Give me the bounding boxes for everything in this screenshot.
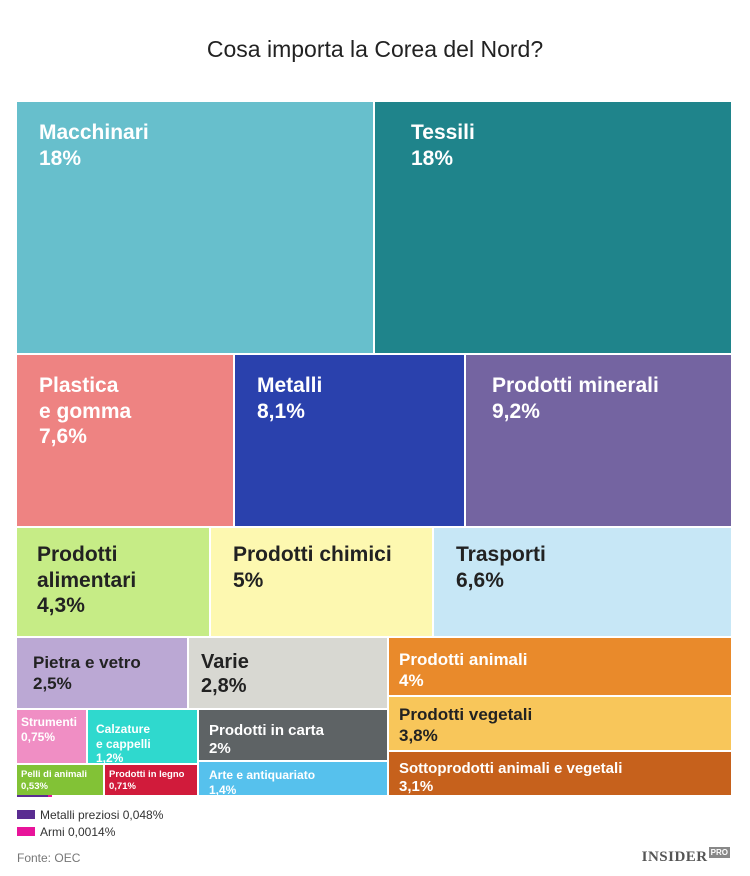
brand-badge: PRO xyxy=(708,847,730,858)
cell-name: Metalli xyxy=(257,374,323,397)
cell-name: Prodotti vegetali xyxy=(399,705,533,724)
cell-value: 8,1% xyxy=(257,399,305,423)
legend: Metalli preziosi 0,048% Armi 0,0014% xyxy=(17,806,163,840)
treemap-cell-metalli-preziosi xyxy=(17,795,48,797)
treemap-cell-calzature-e-cappelli: Calzature e cappelli 1,2% xyxy=(88,710,199,765)
cell-label: Calzature e cappelli 1,2% xyxy=(96,722,151,765)
cell-value: 2% xyxy=(209,740,231,758)
cell-name: Trasporti xyxy=(456,543,546,566)
cell-name: Macchinari xyxy=(39,121,149,144)
treemap-cell-sottoprodotti-animali-e-vegetali: Sottoprodotti animali e vegetali 3,1% xyxy=(389,752,733,797)
cell-label: Varie 2,8% xyxy=(201,650,249,699)
legend-label: Metalli preziosi 0,048% xyxy=(40,807,164,822)
treemap-cell-prodotti-vegetali: Prodotti vegetali 3,8% xyxy=(389,697,733,752)
cell-value: 18% xyxy=(411,146,454,170)
treemap-cell-prodotti-alimentari: Prodotti alimentari 4,3% xyxy=(17,528,211,638)
cell-label: Macchinari 18% xyxy=(39,120,149,171)
treemap-cell-trasporti: Trasporti 6,6% xyxy=(434,528,733,638)
cell-label: Strumenti 0,75% xyxy=(21,715,77,744)
cell-label: Plastica e gomma 7,6% xyxy=(39,373,131,450)
cell-name: Pietra e vetro xyxy=(33,653,141,672)
cell-name: Plastica e gomma xyxy=(39,374,132,423)
treemap-cell-macchinari: Macchinari 18% xyxy=(17,102,375,355)
legend-label: Armi 0,0014% xyxy=(40,824,116,839)
cell-name: Prodotti minerali xyxy=(492,374,659,397)
cell-value: 2,5% xyxy=(33,673,72,693)
treemap-cell-prodotti-minerali: Prodotti minerali 9,2% xyxy=(466,355,733,528)
cell-value: 0,75% xyxy=(21,729,56,744)
cell-label: Pietra e vetro 2,5% xyxy=(33,653,141,694)
treemap-cell-armi xyxy=(48,795,52,797)
cell-label: Prodotti alimentari 4,3% xyxy=(37,542,136,619)
cell-value: 1,2% xyxy=(96,751,124,765)
treemap-cell-arte-e-antiquariato: Arte e antiquariato 1,4% xyxy=(199,762,389,797)
treemap-cell-prodotti-in-carta: Prodotti in carta 2% xyxy=(199,710,389,762)
cell-label: Trasporti 6,6% xyxy=(456,542,546,593)
cell-name: Prodotti in carta xyxy=(209,722,325,739)
legend-swatch xyxy=(17,827,35,836)
treemap-cell-pelli-di-animali: Pelli di animali 0,53% xyxy=(17,765,105,797)
cell-value: 3,1% xyxy=(399,778,434,796)
cell-name: Prodotti alimentari xyxy=(37,543,137,592)
treemap-cell-prodotti-in-legno: Prodotti in legno 0,71% xyxy=(105,765,199,797)
treemap-cell-metalli: Metalli 8,1% xyxy=(235,355,466,528)
cell-value: 1,4% xyxy=(209,782,237,797)
cell-label: Tessili 18% xyxy=(411,120,475,171)
cell-label: Pelli di animali 0,53% xyxy=(21,769,87,792)
treemap-cell-prodotti-animali: Prodotti animali 4% xyxy=(389,638,733,697)
source-note: Fonte: OEC xyxy=(17,851,81,865)
cell-label: Metalli 8,1% xyxy=(257,373,322,424)
brand-logo: INSIDER PRO xyxy=(641,847,730,866)
treemap-cell-prodotti-chimici: Prodotti chimici 5% xyxy=(211,528,434,638)
treemap-cell-strumenti: Strumenti 0,75% xyxy=(17,710,88,765)
cell-value: 7,6% xyxy=(39,425,87,449)
cell-value: 5% xyxy=(233,568,264,592)
cell-label: Prodotti in carta 2% xyxy=(209,722,324,759)
cell-label: Prodotti in legno 0,71% xyxy=(109,769,184,792)
legend-item: Metalli preziosi 0,048% xyxy=(17,806,163,823)
brand-name: INSIDER xyxy=(641,849,708,865)
legend-item: Armi 0,0014% xyxy=(17,823,163,840)
cell-name: Pelli di animali xyxy=(21,769,87,780)
cell-value: 2,8% xyxy=(201,675,247,698)
cell-name: Prodotti in legno xyxy=(109,769,185,780)
cell-value: 0,53% xyxy=(21,780,48,792)
treemap-cell-plastica-e-gomma: Plastica e gomma 7,6% xyxy=(17,355,235,528)
legend-swatch xyxy=(17,810,35,819)
cell-name: Calzature e cappelli xyxy=(96,722,151,751)
treemap-cell-varie: Varie 2,8% xyxy=(189,638,389,710)
cell-name: Tessili xyxy=(411,121,475,144)
chart-title: Cosa importa la Corea del Nord? xyxy=(206,36,544,62)
treemap-cell-tessili: Tessili 18% xyxy=(375,102,733,355)
cell-label: Prodotti vegetali 3,8% xyxy=(399,705,532,746)
cell-value: 18% xyxy=(39,146,82,170)
cell-label: Prodotti animali 4% xyxy=(399,650,527,691)
cell-name: Strumenti xyxy=(21,715,78,729)
cell-value: 6,6% xyxy=(456,568,504,592)
cell-label: Prodotti chimici 5% xyxy=(233,542,392,593)
cell-label: Arte e antiquariato 1,4% xyxy=(209,768,316,797)
cell-name: Varie xyxy=(201,651,249,673)
cell-value: 9,2% xyxy=(492,399,540,423)
cell-value: 4% xyxy=(399,670,424,690)
treemap-cell-pietra-e-vetro: Pietra e vetro 2,5% xyxy=(17,638,189,710)
cell-name: Prodotti animali xyxy=(399,650,528,669)
cell-label: Prodotti minerali 9,2% xyxy=(492,373,659,424)
cell-name: Sottoprodotti animali e vegetali xyxy=(399,760,623,777)
cell-value: 3,8% xyxy=(399,725,438,745)
cell-name: Arte e antiquariato xyxy=(209,768,316,782)
cell-value: 4,3% xyxy=(37,594,85,618)
cell-value: 0,71% xyxy=(109,780,136,792)
cell-name: Prodotti chimici xyxy=(233,543,392,566)
cell-label: Sottoprodotti animali e vegetali 3,1% xyxy=(399,760,623,796)
